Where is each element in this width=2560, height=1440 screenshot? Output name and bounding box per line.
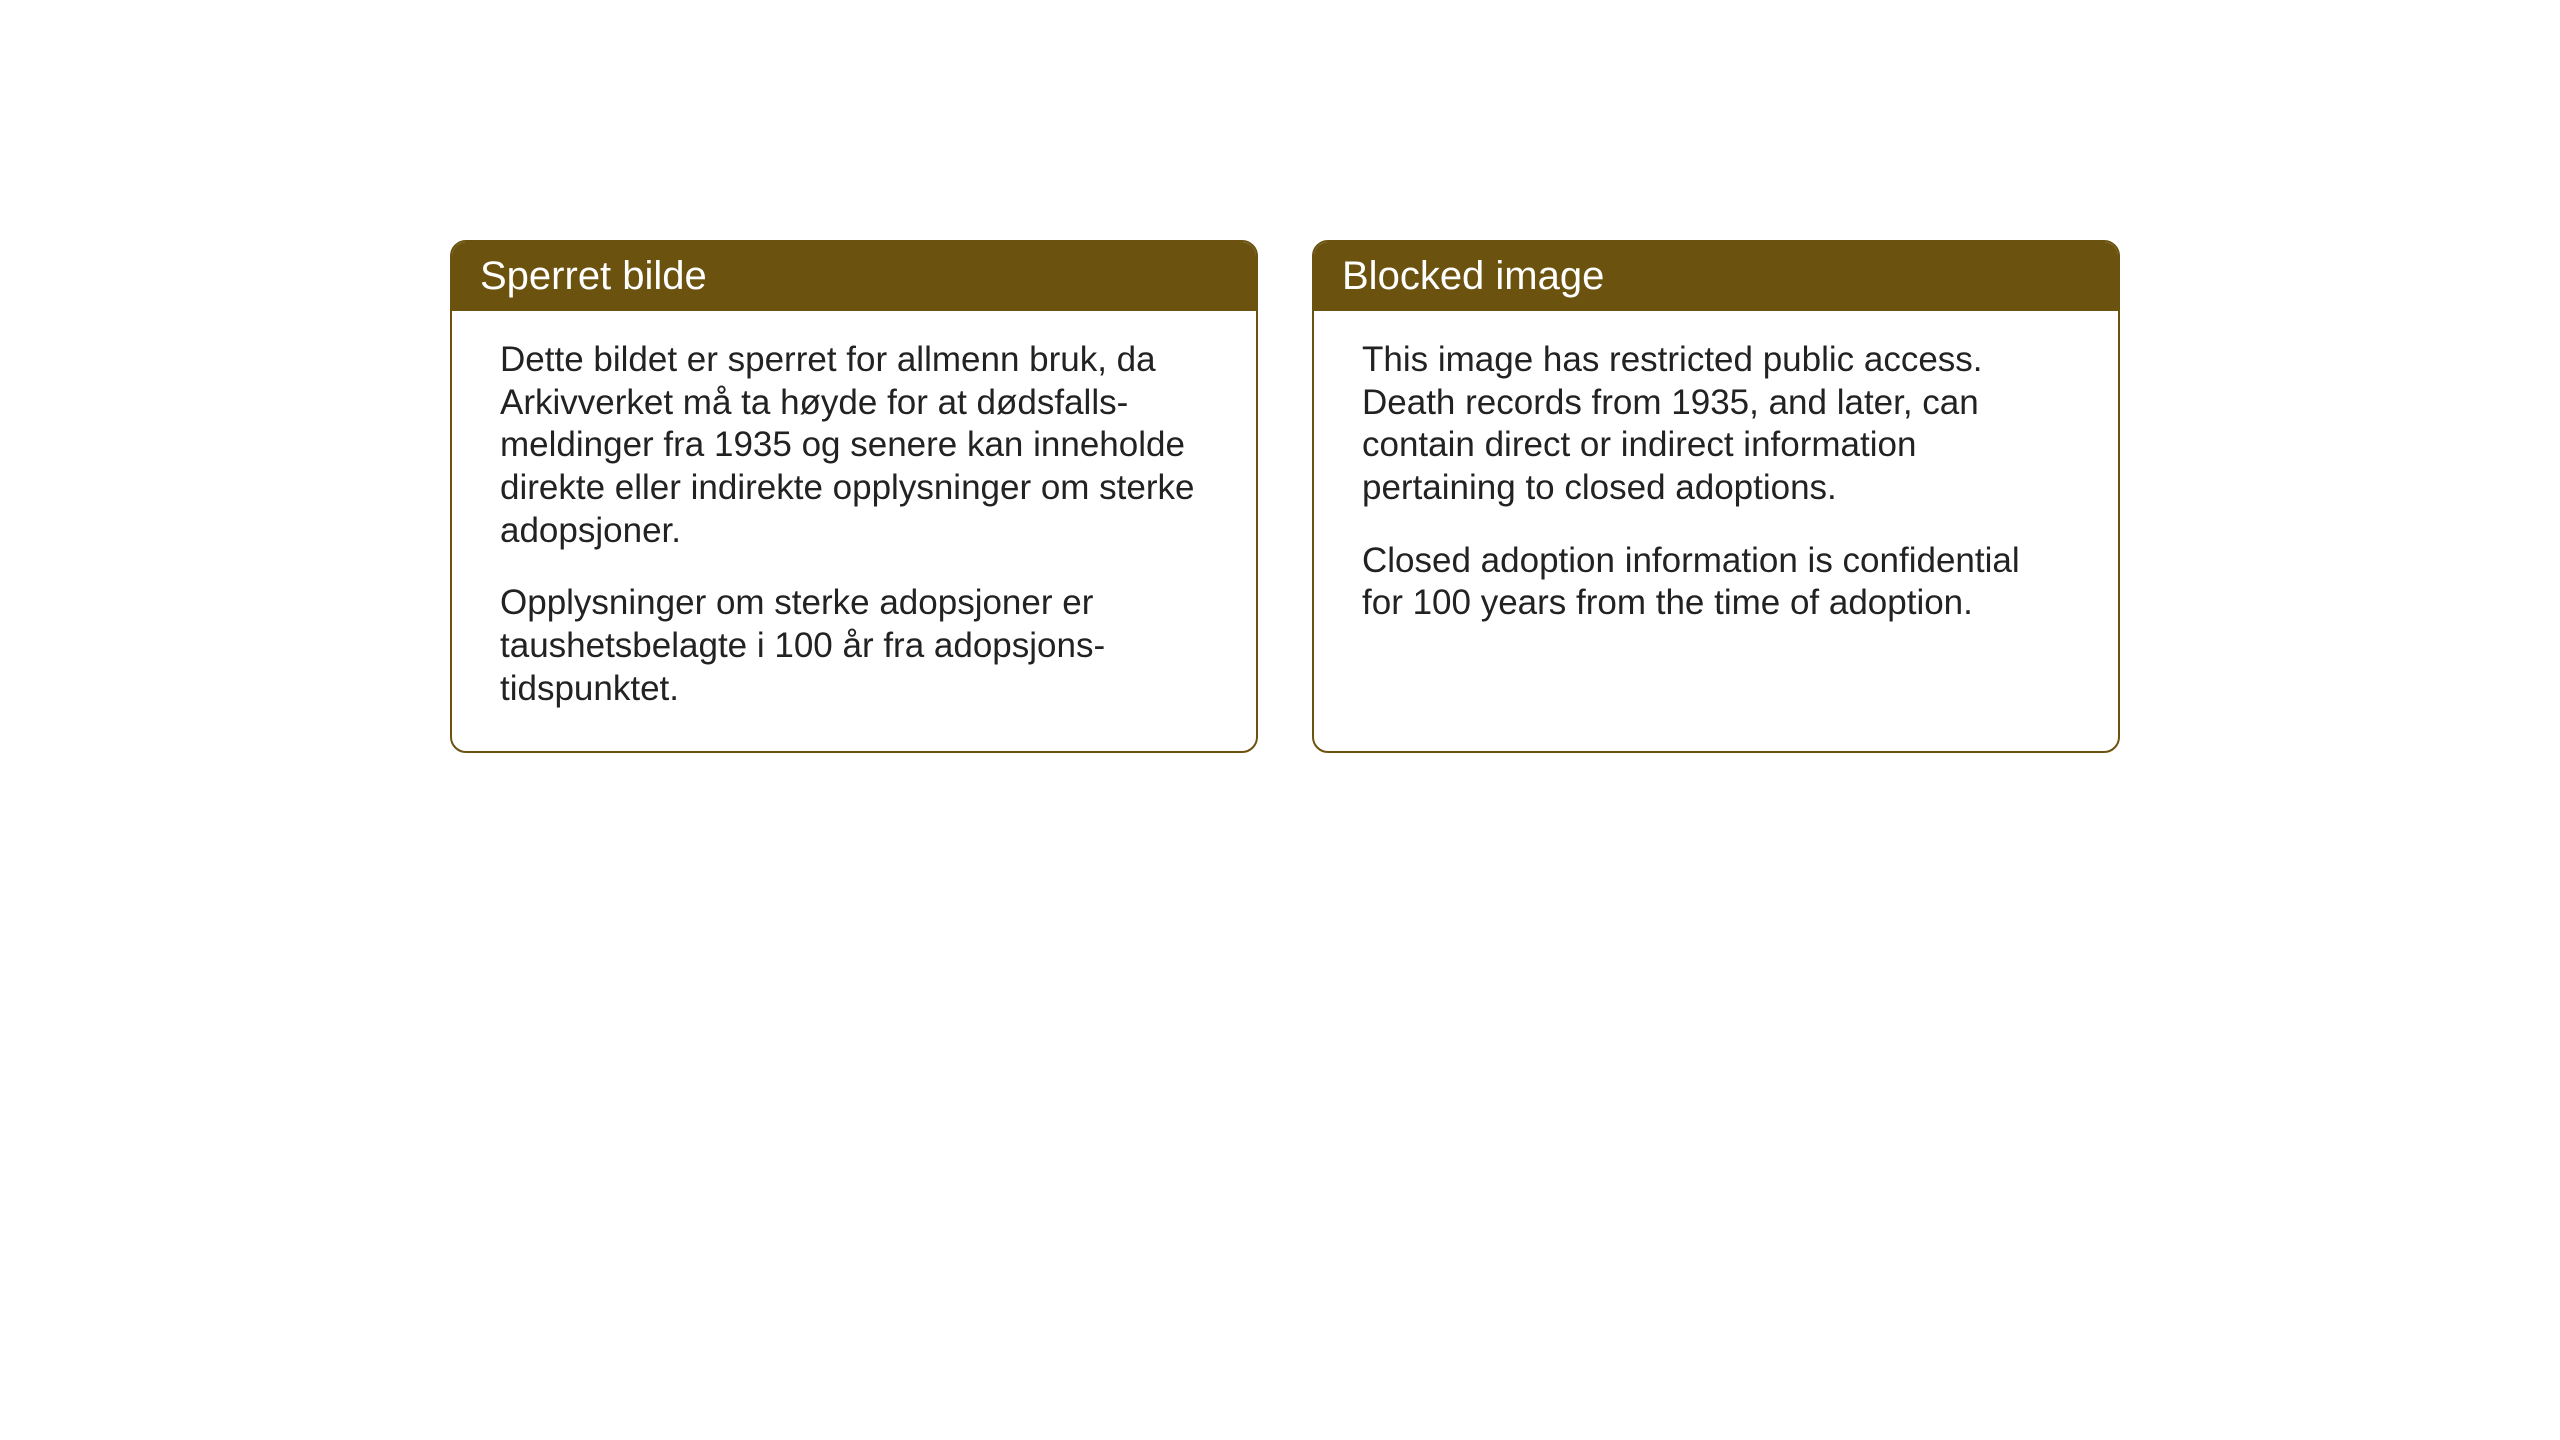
norwegian-paragraph-2: Opplysninger om sterke adopsjoner er tau… <box>500 582 1208 710</box>
english-card-body: This image has restricted public access.… <box>1314 311 2118 665</box>
norwegian-card: Sperret bilde Dette bildet er sperret fo… <box>450 240 1258 753</box>
norwegian-card-title: Sperret bilde <box>480 254 707 298</box>
english-card-title: Blocked image <box>1342 254 1604 298</box>
cards-container: Sperret bilde Dette bildet er sperret fo… <box>450 240 2120 753</box>
english-card: Blocked image This image has restricted … <box>1312 240 2120 753</box>
norwegian-card-body: Dette bildet er sperret for allmenn bruk… <box>452 311 1256 751</box>
english-paragraph-2: Closed adoption information is confident… <box>1362 540 2070 625</box>
norwegian-paragraph-1: Dette bildet er sperret for allmenn bruk… <box>500 339 1208 552</box>
english-paragraph-1: This image has restricted public access.… <box>1362 339 2070 510</box>
norwegian-card-header: Sperret bilde <box>452 242 1256 311</box>
english-card-header: Blocked image <box>1314 242 2118 311</box>
